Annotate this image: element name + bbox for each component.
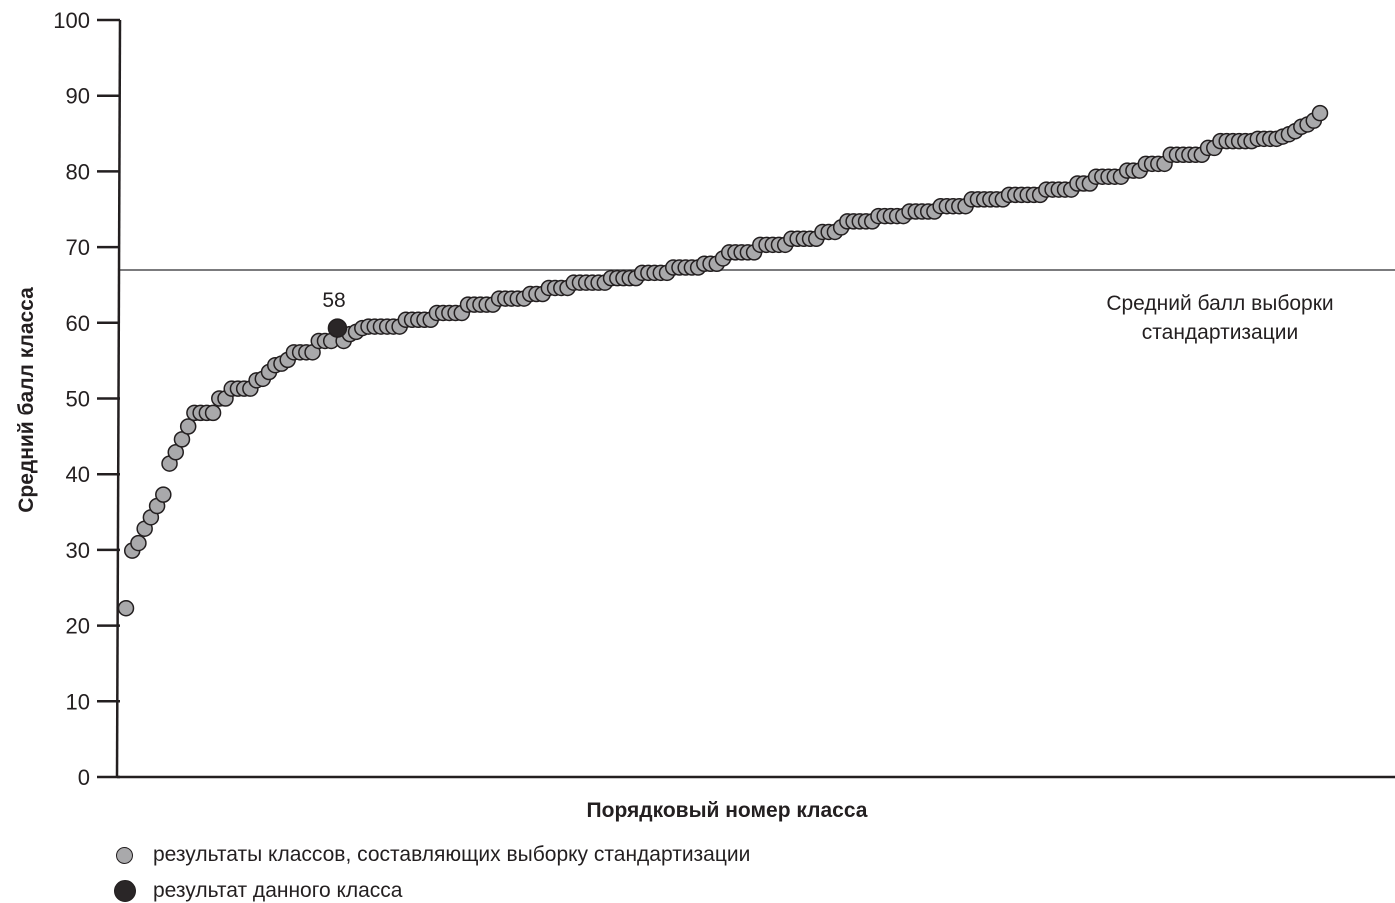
legend-item-this-class: результат данного класса [114, 879, 403, 903]
legend-item-standardization: результаты классов, составляющих выборку… [116, 843, 750, 867]
y-tick-label: 10 [66, 689, 90, 714]
y-tick-label: 90 [66, 84, 90, 109]
highlight-point-label: 58 [322, 289, 345, 312]
y-tick-label: 70 [66, 235, 90, 260]
y-tick-label: 50 [66, 387, 90, 412]
data-point [179, 418, 197, 435]
y-tick-label: 20 [66, 614, 90, 639]
y-tick-label: 30 [66, 538, 90, 563]
data-point [155, 486, 172, 503]
legend-grey-circle-icon [116, 846, 133, 864]
legend-label-this-class: результат данного класса [153, 879, 403, 902]
reference-line-label-2: стандартизации [1142, 321, 1298, 344]
data-point [117, 599, 135, 617]
y-tick-label: 40 [66, 462, 90, 487]
reference-line-label-1: Средний балл выборки [1106, 292, 1333, 315]
data-point [204, 404, 222, 422]
y-tick-label: 60 [66, 311, 90, 336]
legend-dark-circle-icon [114, 880, 136, 902]
y-tick-label: 80 [66, 159, 90, 184]
data-point [1311, 104, 1329, 122]
y-tick-label: 0 [78, 765, 90, 790]
y-tick-label: 100 [53, 8, 90, 33]
x-axis-title: Порядковый номер класса [587, 799, 868, 822]
legend-label-standardization: результаты классов, составляющих выборку… [153, 843, 751, 866]
highlight-data-point [327, 318, 348, 338]
y-axis-title: Средний балл класса [15, 287, 38, 513]
data-point [130, 534, 147, 552]
